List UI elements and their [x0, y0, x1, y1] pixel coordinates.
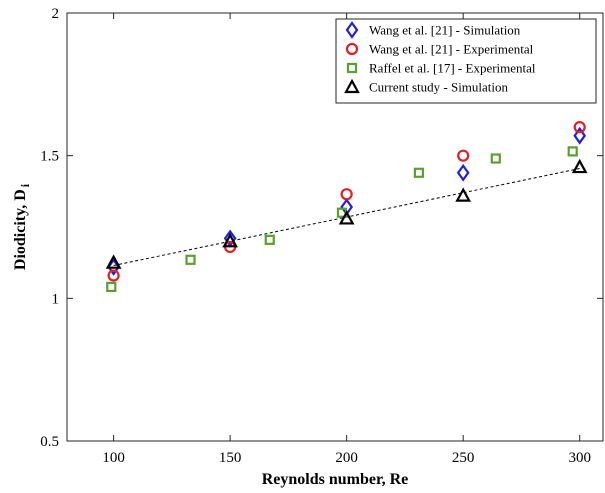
legend-square-icon [346, 62, 358, 74]
y-axis-title-main: Diodicity, D [12, 189, 29, 270]
triangle-marker [338, 210, 355, 225]
x-tick-label: 250 [452, 450, 475, 466]
x-axis-title: Reynolds number, Re [262, 471, 409, 488]
triangle-marker [571, 158, 588, 174]
circle-marker [340, 188, 353, 201]
y-tick-label: 0.5 [40, 434, 59, 450]
x-tick-label: 100 [102, 450, 125, 466]
square-marker [567, 146, 578, 157]
square-marker [264, 234, 275, 245]
legend-label: Wang et al. [21] - Experimental [369, 42, 534, 57]
square-marker [106, 281, 117, 293]
square-marker [185, 254, 196, 265]
legend-box [335, 18, 597, 104]
square-marker [490, 153, 501, 164]
diamond-marker [456, 163, 470, 182]
triangle-marker [455, 187, 472, 202]
circle-marker [573, 121, 586, 134]
square-marker [413, 167, 424, 178]
legend-label: Wang et al. [21] - Simulation [369, 23, 521, 38]
tick-labels: 100 150 200 250 300 0.5 1 1.5 2 [40, 6, 591, 466]
legend: Wang et al. [21] - Simulation Wang et al.… [335, 18, 597, 104]
data-markers [105, 121, 588, 293]
diamond-marker [573, 126, 587, 145]
legend-diamond-icon [345, 21, 359, 39]
y-tick-label: 1.5 [40, 149, 59, 165]
triangle-marker [222, 232, 238, 248]
triangle-marker [105, 254, 122, 269]
x-tick-label: 300 [568, 450, 591, 466]
circle-marker [107, 269, 120, 282]
circle-marker [457, 149, 470, 162]
legend-label: Raffel et al. [17] - Experimental [369, 61, 536, 76]
legend-label: Current study - Simulation [369, 80, 509, 95]
y-axis-title: Diodicity, D i [12, 183, 32, 270]
y-axis-title-subscript: i [18, 183, 32, 187]
x-tick-label: 200 [335, 450, 358, 466]
y-tick-label: 2 [52, 6, 60, 22]
legend-circle-icon [345, 42, 359, 56]
axis-ticks [67, 12, 603, 442]
y-tick-label: 1 [52, 291, 60, 307]
legend-triangle-icon [344, 78, 360, 94]
x-tick-label: 150 [219, 450, 242, 466]
